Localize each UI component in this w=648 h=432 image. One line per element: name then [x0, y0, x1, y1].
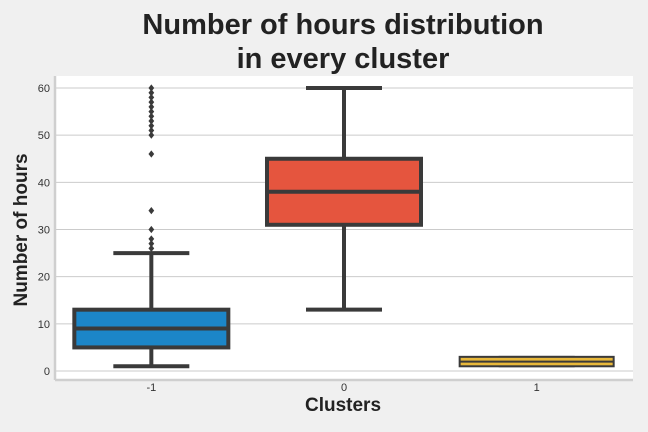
outlier-point: [148, 225, 155, 234]
outlier-point: [148, 98, 155, 106]
y-tick-label: 20: [38, 272, 50, 284]
outlier-point: [148, 122, 155, 130]
y-tick-label: 0: [44, 366, 50, 378]
outlier-point: [148, 244, 155, 252]
outlier-point: [148, 117, 155, 125]
outlier-point: [148, 93, 155, 102]
x-axis-label: Clusters: [304, 395, 382, 416]
outlier-point: [148, 131, 155, 139]
x-tick-label: 0: [341, 382, 347, 394]
y-tick-label: 50: [38, 130, 50, 142]
chart-title-line-1: Number of hours distribution: [142, 9, 544, 41]
outlier-point: [148, 112, 155, 120]
x-tick-label: 1: [534, 382, 540, 394]
y-tick-label: 60: [38, 83, 50, 95]
y-tick-label: 40: [38, 177, 50, 189]
outlier-point: [148, 150, 155, 158]
y-tick-label: 10: [38, 319, 50, 331]
y-tick-label: 30: [38, 225, 50, 237]
outlier-point: [148, 235, 155, 243]
outlier-point: [148, 84, 155, 92]
chart-title-line-2: in every cluster: [236, 43, 450, 75]
outlier-point: [148, 207, 155, 215]
outlier-point: [148, 240, 155, 248]
x-tick-label: -1: [146, 382, 156, 394]
outlier-point: [148, 89, 155, 97]
outlier-point: [148, 107, 155, 116]
outlier-point: [148, 103, 155, 111]
outlier-point: [148, 126, 155, 135]
